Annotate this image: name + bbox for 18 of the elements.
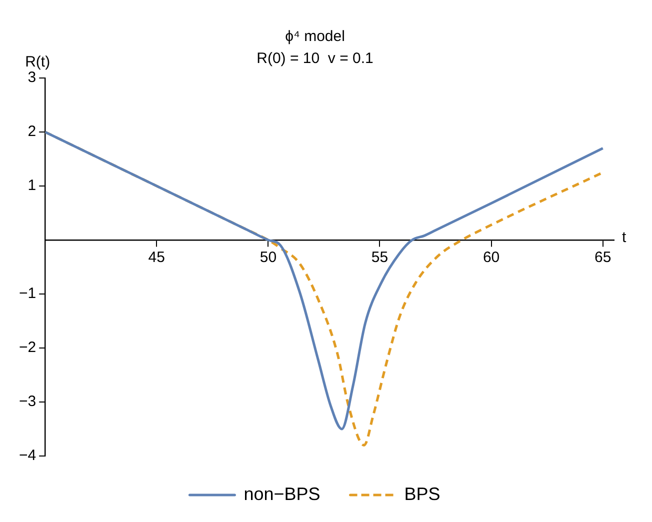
x-tick-label: 50 — [260, 249, 277, 266]
y-tick-label: −2 — [18, 339, 36, 356]
chart-subtitle: R(0) = 10 v = 0.1 — [256, 50, 374, 68]
y-tick-label: −3 — [18, 393, 36, 410]
y-tick-label: −1 — [18, 285, 36, 302]
y-tick-label: 1 — [28, 177, 36, 194]
x-tick-label: 60 — [482, 249, 500, 266]
x-tick-label: 45 — [148, 249, 165, 266]
legend-label: BPS — [404, 484, 440, 504]
y-tick-label: −4 — [18, 447, 36, 464]
legend-label: non−BPS — [244, 484, 320, 504]
y-tick-label: 2 — [28, 123, 36, 140]
y-tick-label: 3 — [28, 69, 36, 86]
chart-title: ϕ⁴ model — [285, 28, 345, 46]
y-axis-title: R(t) — [25, 54, 50, 71]
x-tick-label: 55 — [371, 249, 388, 266]
x-tick-label: 65 — [594, 249, 612, 266]
x-axis-title: t — [622, 229, 627, 246]
